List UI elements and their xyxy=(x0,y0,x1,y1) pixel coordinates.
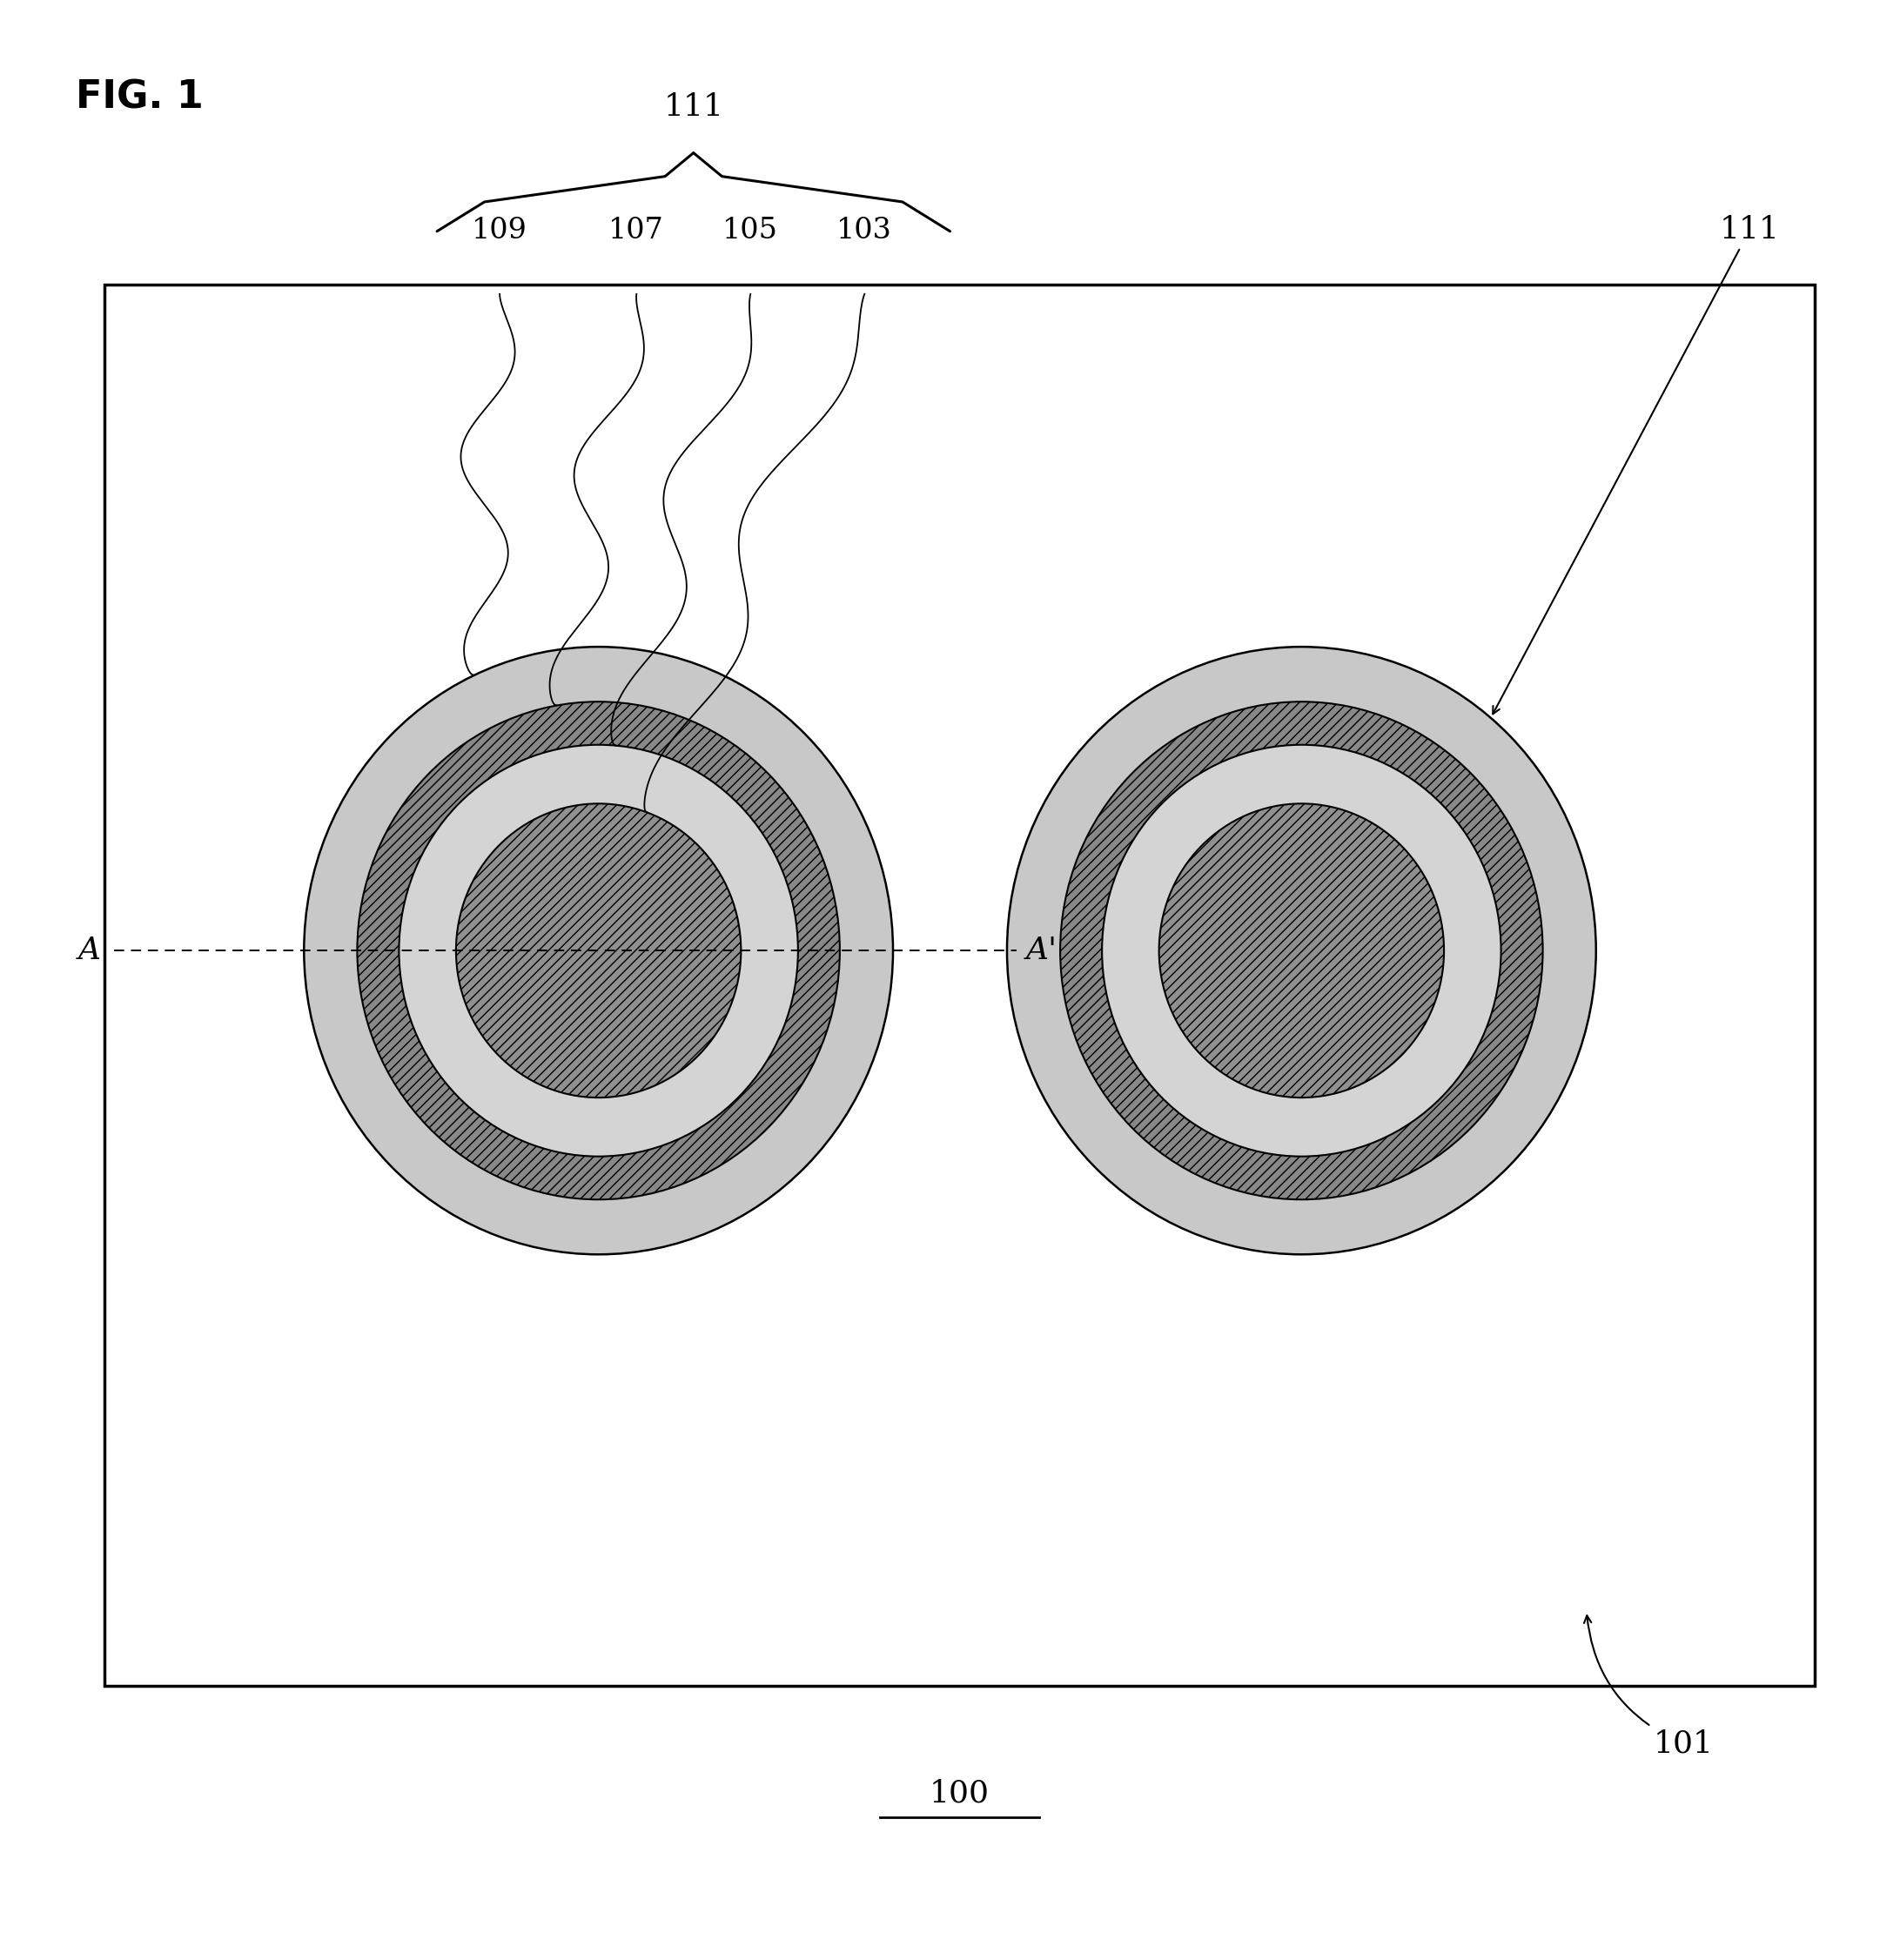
Text: 100: 100 xyxy=(929,1778,990,1809)
Circle shape xyxy=(357,702,840,1200)
Text: 107: 107 xyxy=(608,218,665,245)
Circle shape xyxy=(1060,702,1543,1200)
Text: A': A' xyxy=(1026,935,1056,966)
Text: 105: 105 xyxy=(722,218,779,245)
Circle shape xyxy=(1007,647,1596,1254)
Circle shape xyxy=(456,804,741,1098)
Text: 109: 109 xyxy=(471,218,528,245)
Circle shape xyxy=(1159,804,1444,1098)
Circle shape xyxy=(304,647,893,1254)
Text: 111: 111 xyxy=(1493,216,1780,713)
Text: 103: 103 xyxy=(836,218,893,245)
Circle shape xyxy=(399,745,798,1156)
Text: 101: 101 xyxy=(1585,1615,1714,1758)
Text: FIG. 1: FIG. 1 xyxy=(76,78,203,116)
Bar xyxy=(104,284,1814,1686)
Text: A: A xyxy=(78,935,101,966)
Text: 111: 111 xyxy=(663,92,724,122)
Circle shape xyxy=(1102,745,1501,1156)
